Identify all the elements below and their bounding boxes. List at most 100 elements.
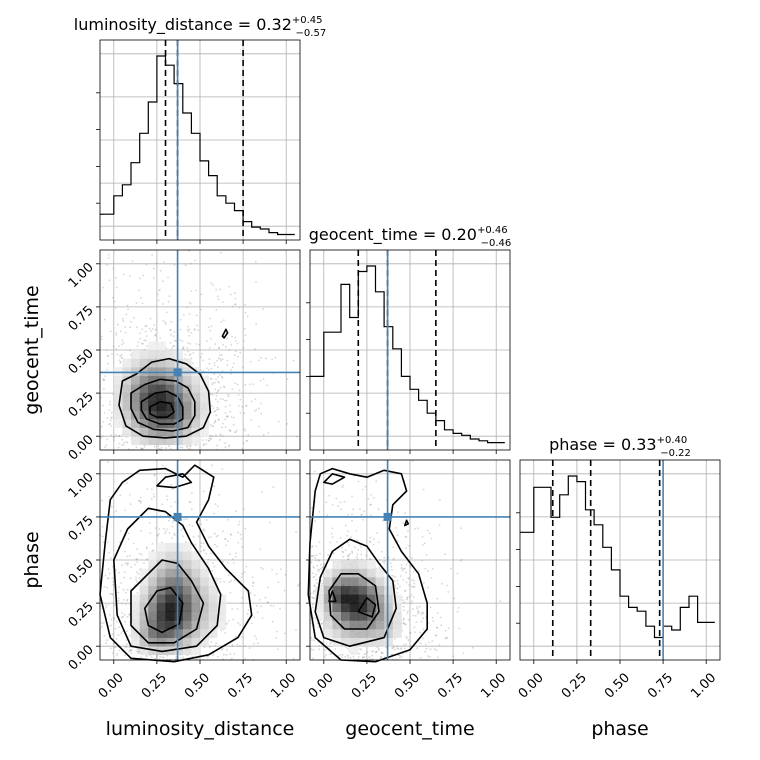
sample-point [129,634,132,637]
sample-point [351,550,353,553]
x-tick-label: 0.50 [182,670,213,701]
sample-point [208,368,210,371]
sample-point [396,579,399,582]
density-cell [165,629,175,638]
sample-point [122,615,124,618]
sample-point [163,527,166,530]
sample-point [103,412,106,414]
density-cell [323,629,333,638]
sample-point [396,645,399,648]
sample-point [115,348,118,350]
density-cell [148,611,158,621]
sample-point [121,564,123,567]
sample-point [121,357,124,359]
sample-point [170,483,172,486]
sample-point [120,632,123,635]
density-cell [375,620,385,630]
sample-point [334,648,337,650]
truth-marker [173,368,182,377]
sample-point [197,329,200,331]
sample-point [213,512,216,515]
sample-point [152,493,155,496]
sample-point [156,657,158,659]
contour-line [99,464,253,663]
density-cell [156,620,166,630]
sample-point [271,620,274,623]
sample-point [419,656,422,659]
sample-point [217,419,220,421]
sample-point [316,582,318,585]
sample-point [214,410,217,412]
sample-point [108,279,111,282]
sample-point [394,527,397,529]
sample-point [192,536,195,538]
sample-point [220,359,223,362]
density-cell [358,603,368,612]
sample-point [222,653,225,656]
sample-point [170,320,173,323]
sample-point [363,656,366,658]
sample-point [182,313,185,316]
sample-point [211,404,213,407]
sample-point [413,626,416,629]
sample-point [114,604,116,606]
sample-point [403,623,406,625]
density-cell [165,594,175,604]
sample-point [224,426,227,428]
density-cell [332,629,342,638]
sample-point [243,327,246,330]
sample-point [230,372,233,375]
density-cell [182,637,192,647]
sample-point [369,503,372,506]
sample-point [422,544,424,546]
sample-point [217,418,220,421]
density-cell [208,620,218,630]
density-cell [332,594,342,604]
sample-point [203,443,206,445]
sample-point [399,656,401,659]
sample-point [359,508,361,511]
sample-point [372,543,375,546]
sample-point [126,442,129,444]
sample-point [114,627,117,630]
sample-point [165,311,168,314]
sample-point [313,639,316,641]
density-cell [182,375,192,385]
sample-point [422,628,425,631]
sample-point [208,326,210,329]
sample-point [186,328,189,331]
sample-point [311,546,313,548]
sample-point [124,326,127,328]
sample-point [330,641,333,644]
scatter-panel-luminosity_distance-geocent_time: 0.000.250.500.751.00 [66,249,301,464]
sample-point [391,646,394,649]
density-cell [131,393,140,402]
sample-point [393,638,396,640]
sample-point [375,651,378,653]
density-cell [315,594,325,604]
sample-point [357,480,360,483]
sample-point [234,340,237,342]
sample-point [360,648,363,651]
sample-point [235,510,237,513]
sample-point [179,339,182,341]
sample-point [393,557,395,560]
sample-point [318,511,321,513]
sample-point [229,533,232,535]
density-cell [174,585,183,595]
sample-point [362,656,364,658]
sample-point [151,328,154,330]
sample-point [117,446,120,449]
density-cell [174,637,183,647]
sample-point [140,447,143,450]
sample-point [320,622,323,625]
density-cell [384,629,393,638]
sample-point [218,493,221,496]
sample-point [429,648,432,651]
density-cell [375,603,385,612]
sample-point [330,533,333,535]
sample-point [408,544,411,547]
sample-point [397,511,399,513]
sample-point [125,639,128,641]
sample-point [248,647,251,649]
